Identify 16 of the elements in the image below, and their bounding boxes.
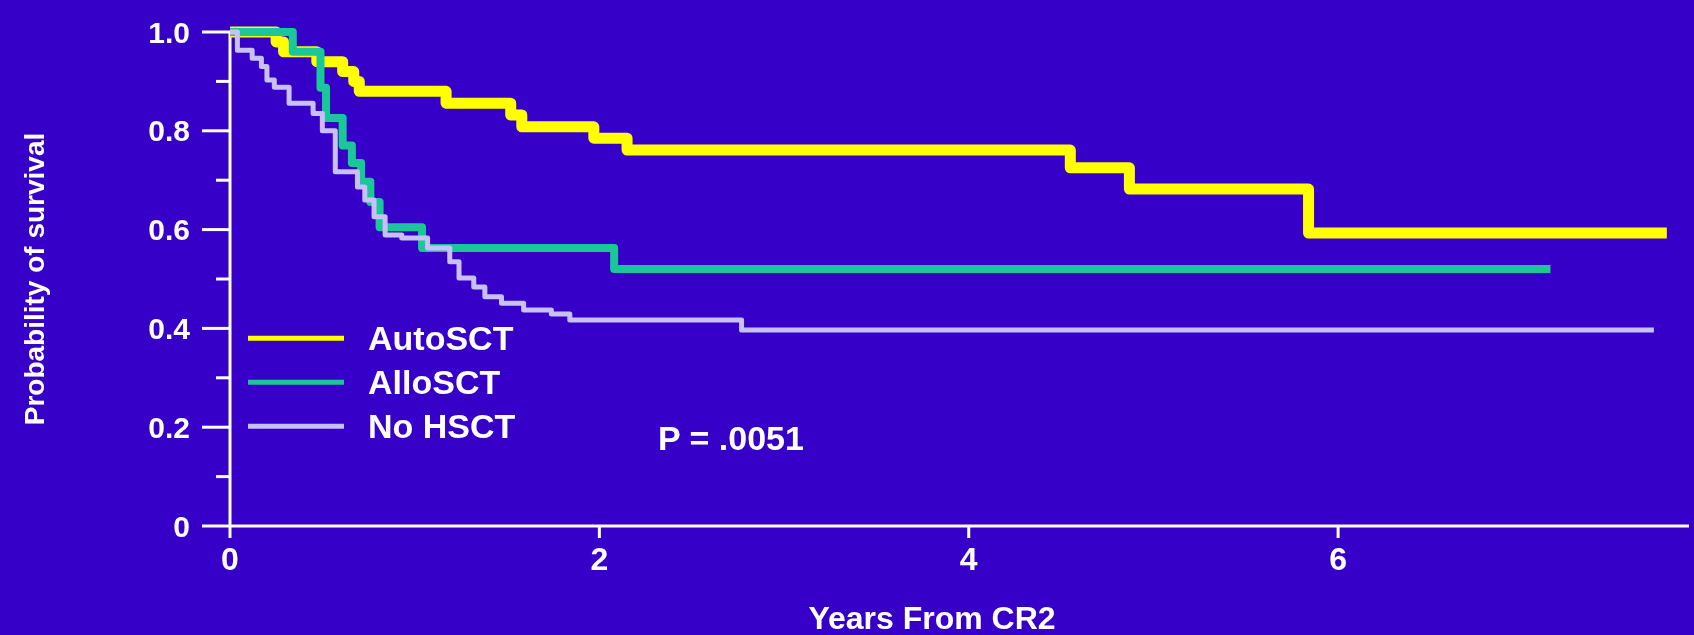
x-axis-title: Years From CR2 xyxy=(808,600,1056,635)
y-axis-title: Probability of survival xyxy=(19,132,50,426)
legend-label: AutoSCT xyxy=(368,319,514,358)
y-tick-label: 0.8 xyxy=(148,114,190,148)
x-tick-label: 6 xyxy=(1329,541,1347,577)
legend-label: No HSCT xyxy=(368,407,516,446)
y-tick-label: 0.6 xyxy=(148,213,190,247)
legend-label: AlloSCT xyxy=(368,363,501,402)
y-tick-label: 1.0 xyxy=(148,15,190,49)
y-tick-label: 0.2 xyxy=(148,410,190,444)
x-tick-label: 2 xyxy=(590,541,609,577)
x-tick-label: 0 xyxy=(221,541,239,577)
y-tick-label: 0.4 xyxy=(148,311,191,345)
annotation: P = .0051 xyxy=(658,419,804,458)
y-tick-label: 0 xyxy=(173,509,190,543)
x-tick-label: 4 xyxy=(959,541,978,577)
